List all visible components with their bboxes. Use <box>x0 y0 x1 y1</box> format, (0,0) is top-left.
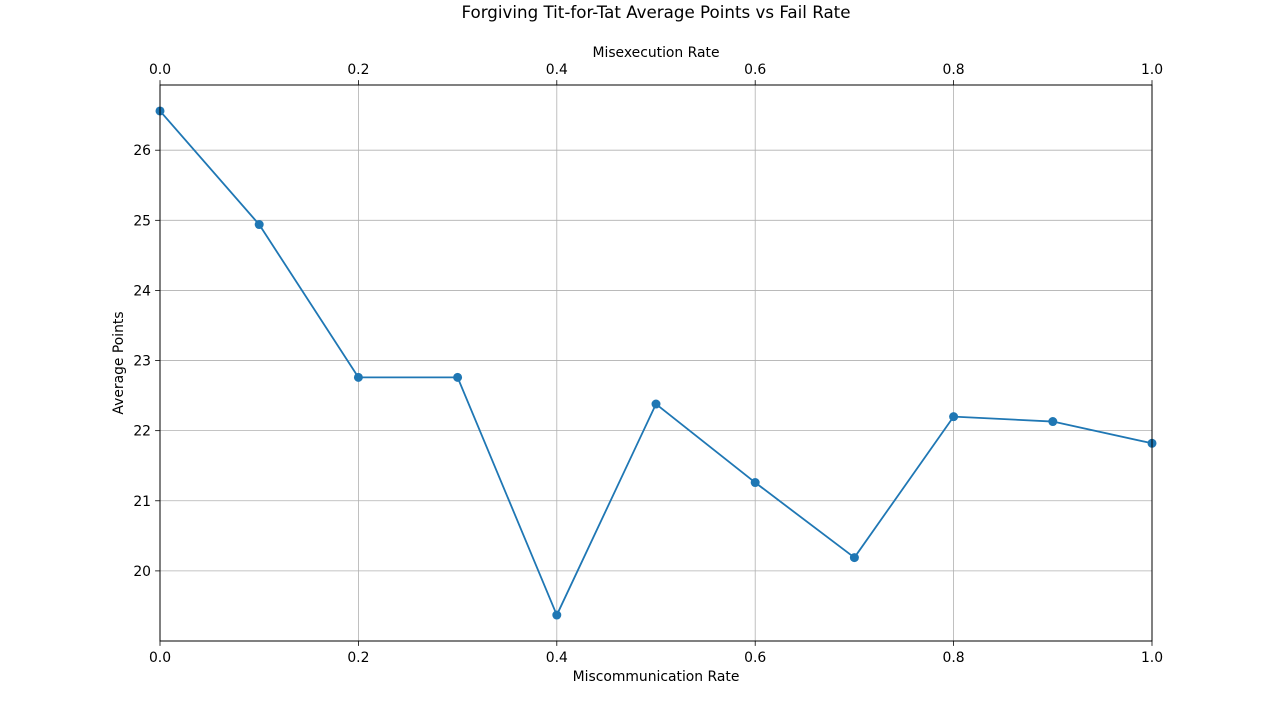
top-x-tick-label: 0.8 <box>943 62 965 78</box>
top-x-tick-label: 1.0 <box>1141 62 1163 78</box>
data-point <box>849 553 859 563</box>
data-point <box>353 372 363 382</box>
data-point <box>651 399 661 409</box>
y-tick-label: 26 <box>133 143 151 159</box>
data-point <box>1048 417 1058 427</box>
y-tick-label: 25 <box>133 213 151 229</box>
x-tick-label: 0.8 <box>943 650 965 666</box>
y-axis-title: Average Points <box>111 311 127 414</box>
top-x-tick-label: 0.0 <box>149 62 171 78</box>
data-point <box>453 372 463 382</box>
grid <box>159 85 1153 641</box>
y-tick-label: 23 <box>133 354 151 370</box>
x-tick-label: 0.2 <box>347 650 369 666</box>
data-point <box>949 412 959 422</box>
data-point <box>552 610 562 620</box>
x-axis-title: Miscommunication Rate <box>573 669 740 685</box>
top-x-axis-title: Misexecution Rate <box>592 45 719 61</box>
data-point <box>750 478 760 488</box>
plot-frame <box>159 84 1153 642</box>
series-line <box>159 110 1153 616</box>
x-tick-label: 0.6 <box>744 650 766 666</box>
chart-title: Forgiving Tit-for-Tat Average Points vs … <box>461 2 850 22</box>
y-tick-label: 22 <box>133 424 151 440</box>
y-tick-label: 24 <box>133 283 151 299</box>
data-point <box>254 220 264 230</box>
axis-ticks: 0.0 0.2 0.4 0.6 0.8 1.0 0.0 0.2 0.4 0.6 0.8 1.0 20 21… <box>133 62 1163 666</box>
x-tick-label: 0.4 <box>546 650 568 666</box>
x-tick-label: 0.0 <box>149 650 171 666</box>
top-x-tick-label: 0.6 <box>744 62 766 78</box>
x-tick-label: 1.0 <box>1141 650 1163 666</box>
data-series <box>155 106 1157 620</box>
top-x-tick-label: 0.4 <box>546 62 568 78</box>
y-tick-label: 20 <box>133 564 151 580</box>
top-x-tick-label: 0.2 <box>347 62 369 78</box>
y-tick-label: 21 <box>133 494 151 510</box>
